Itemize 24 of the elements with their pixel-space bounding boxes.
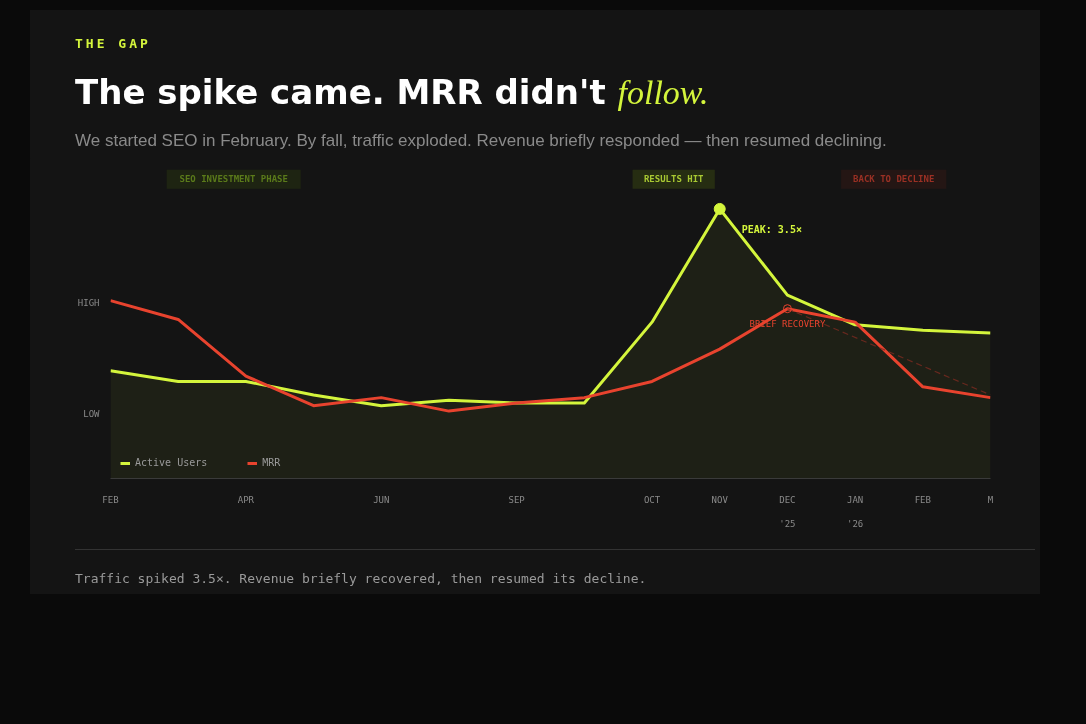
text: '26 (846, 518, 864, 529)
x-tick-label: JUN (373, 494, 390, 505)
text: RESULTS HIT (643, 174, 705, 185)
x-tick-label: JAN (846, 494, 864, 505)
x-tick-label: FEB (914, 494, 931, 505)
text: Traffic spiked 3.5×. Revenue briefly recovered, then resumed its decline. (75, 549, 1035, 589)
legend-label: MRR (262, 457, 282, 469)
text: THE GAP (75, 35, 152, 53)
text: LOW (83, 409, 101, 420)
text: HIGH (77, 298, 100, 309)
legend-label: Active Users (135, 457, 208, 469)
x-tick-label: FEB (102, 494, 119, 505)
text: SEO INVESTMENT PHASE (179, 174, 288, 185)
annotation: PEAK: 3.5× (741, 224, 802, 236)
text: BACK TO DECLINE (853, 174, 935, 185)
x-tick-label: DEC (779, 494, 796, 505)
text: '25 (779, 518, 796, 529)
x-tick-label: APR (237, 494, 255, 505)
x-tick-label: NOV (711, 494, 729, 505)
x-tick-label: SEP (508, 494, 526, 505)
chart-title: The spike came. MRR didn't follow. (75, 70, 710, 114)
x-tick-label: M (987, 494, 994, 505)
x-tick-label: OCT (643, 494, 661, 505)
chart-subtitle: We started SEO in February. By fall, traffic exploded. Revenue briefly responded — then resumed declining. (75, 130, 887, 153)
